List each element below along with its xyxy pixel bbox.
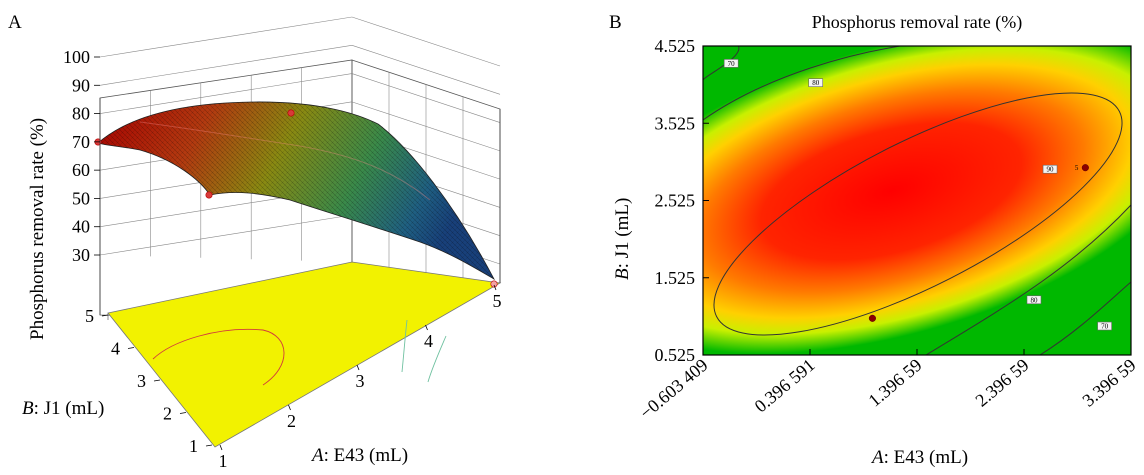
design-points: 5 bbox=[868, 164, 1089, 322]
z-tick-label: 80 bbox=[72, 104, 90, 124]
x-tick-label: 3.396 59 bbox=[1078, 355, 1139, 411]
tick-mark bbox=[101, 314, 109, 317]
z-tick-label: 30 bbox=[72, 245, 90, 265]
x-tick-label: 1.396 59 bbox=[864, 355, 925, 411]
floor-contour bbox=[427, 335, 447, 383]
floor-contour bbox=[401, 319, 408, 373]
grid-line bbox=[99, 73, 353, 114]
contour-label: 70 bbox=[728, 60, 736, 68]
y-axis-label: B: J1 (mL) bbox=[612, 198, 633, 280]
y-tick-label: 0.525 bbox=[655, 345, 696, 365]
x-axis-label: A: E43 (mL) bbox=[310, 445, 408, 466]
x-tick-label: 1 bbox=[219, 451, 228, 470]
x-ticks: 1 2 3 4 5 bbox=[219, 284, 502, 471]
y-axis-label-rest: : J1 (mL) bbox=[612, 198, 633, 269]
panel-b: B Phosphorus removal rate (%) 7080908070… bbox=[609, 12, 1140, 468]
panel-a-label: A bbox=[8, 12, 22, 33]
x-axis-label: A: E43 (mL) bbox=[870, 447, 968, 468]
grid-line bbox=[351, 45, 501, 95]
response-surface bbox=[97, 101, 496, 281]
y-tick-label: 5 bbox=[85, 306, 94, 326]
x-axis-label-var: A bbox=[310, 445, 324, 466]
z-ticks: 30 40 50 60 70 80 90 100 bbox=[63, 47, 100, 265]
contour-label: 90 bbox=[1047, 166, 1055, 174]
grid-line bbox=[99, 16, 353, 58]
x-axis-label-rest: : E43 (mL) bbox=[324, 445, 408, 466]
contour-line-80 bbox=[925, 204, 1131, 355]
x-axis-label-var: A bbox=[870, 447, 884, 468]
tick-mark bbox=[219, 444, 223, 451]
y-axis-label-var: B bbox=[612, 268, 633, 280]
contour-line-70 bbox=[1039, 281, 1131, 355]
tick-mark bbox=[205, 444, 213, 447]
y-ticks: 0.525 1.525 2.525 3.525 4.525 bbox=[655, 36, 709, 365]
design-point bbox=[490, 280, 498, 288]
grid-line bbox=[99, 214, 353, 256]
tick-mark bbox=[425, 324, 428, 331]
contour-label-box bbox=[1026, 295, 1042, 305]
x-tick-label: 4 bbox=[424, 331, 433, 351]
x-tick-label: 3 bbox=[356, 371, 365, 391]
tick-mark bbox=[288, 404, 291, 411]
y-tick-label: 2 bbox=[163, 404, 172, 424]
design-point-count: 5 bbox=[1075, 164, 1079, 172]
box-front-edges bbox=[99, 98, 501, 315]
contour-line-90 bbox=[713, 92, 1123, 336]
y-tick-label: 3.525 bbox=[655, 113, 696, 133]
y-axis-label-rest: : J1 (mL) bbox=[34, 398, 105, 419]
y-tick-label: 4.525 bbox=[655, 36, 696, 56]
x-tick-label: 2.396 59 bbox=[971, 355, 1032, 411]
y-tick-label: 1 bbox=[189, 436, 198, 456]
x-ticks: −0.603 409 0.396 591 1.396 59 2.396 59 3.396… bbox=[636, 349, 1140, 423]
tick-mark bbox=[179, 412, 187, 414]
x-tick-label: 5 bbox=[493, 291, 502, 311]
z-tick-label: 50 bbox=[72, 188, 90, 208]
panel-b-label: B bbox=[609, 12, 622, 33]
contour-plot-area bbox=[703, 46, 1131, 355]
tick-mark bbox=[356, 364, 360, 371]
x-tick-label: 0.396 591 bbox=[751, 355, 819, 417]
y-axis-label-var: B bbox=[22, 398, 34, 419]
chart-title: Phosphorus removal rate (%) bbox=[812, 12, 1022, 33]
tick-mark bbox=[153, 379, 161, 382]
design-point bbox=[868, 314, 876, 322]
grid-line bbox=[99, 44, 353, 86]
tick-mark bbox=[127, 347, 135, 349]
panel-a: A bbox=[8, 12, 502, 471]
y-axis-label: B: J1 (mL) bbox=[22, 398, 104, 419]
contour-label: 80 bbox=[812, 79, 820, 87]
heatmap-fill bbox=[703, 46, 1131, 355]
design-point bbox=[287, 109, 295, 117]
contour-label: 70 bbox=[1101, 323, 1109, 331]
contour-line-80 bbox=[703, 46, 904, 121]
x-axis-label-rest: : E43 (mL) bbox=[884, 447, 968, 468]
floor-contour bbox=[152, 328, 285, 386]
y-tick-label: 1.525 bbox=[655, 268, 696, 288]
contour-label-box bbox=[1042, 164, 1058, 174]
contour-label-box bbox=[1097, 321, 1112, 331]
design-point bbox=[1081, 164, 1089, 172]
z-axis-label: Phosphorus removal rate (%) bbox=[27, 118, 48, 340]
x-tick-label: 2 bbox=[287, 411, 296, 431]
z-tick-label: 90 bbox=[72, 75, 90, 95]
tick-mark bbox=[493, 284, 497, 291]
y-tick-label: 2.525 bbox=[655, 191, 696, 211]
z-tick-label: 40 bbox=[72, 217, 90, 237]
z-tick-label: 100 bbox=[63, 47, 90, 67]
design-point bbox=[205, 191, 213, 199]
z-tick-label: 60 bbox=[72, 160, 90, 180]
grid-line bbox=[351, 16, 501, 67]
contour-labels: 70 80 90 80 70 bbox=[723, 59, 1112, 331]
z-tick-label: 70 bbox=[72, 132, 90, 152]
y-tick-label: 4 bbox=[111, 339, 120, 359]
contour-label-box bbox=[723, 59, 739, 68]
y-tick-label: 3 bbox=[137, 371, 146, 391]
contour-label-box bbox=[808, 78, 824, 87]
contour-label: 80 bbox=[1030, 296, 1038, 304]
